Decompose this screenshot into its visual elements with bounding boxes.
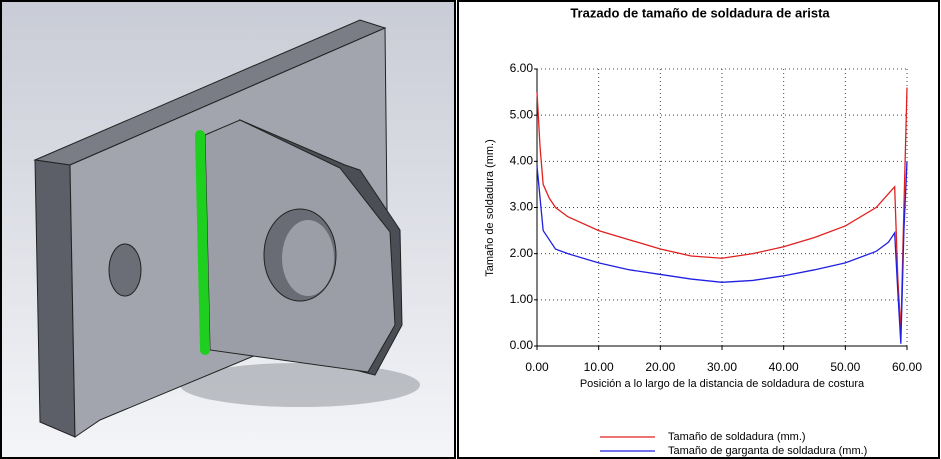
legend-label: Tamaño de garganta de soldadura (mm.)	[668, 445, 867, 457]
x-tick-label: 60.00	[892, 360, 922, 374]
y-axis-label: Tamaño de soldadura (mm.)	[484, 139, 496, 277]
y-tick-label: 5.00	[510, 107, 534, 121]
y-tick-label: 3.00	[510, 200, 534, 214]
x-tick-label: 30.00	[707, 360, 737, 374]
x-tick-label: 40.00	[769, 360, 799, 374]
x-tick-label: 0.00	[525, 360, 549, 374]
x-tick-label: 50.00	[830, 360, 860, 374]
chart-title: Trazado de tamaño de soldadura de arista	[570, 5, 830, 20]
y-tick-label: 0.00	[510, 338, 534, 352]
cad-viewport	[1, 1, 455, 458]
y-tick-label: 1.00	[510, 292, 534, 306]
y-tick-label: 6.00	[510, 61, 534, 75]
y-tick-label: 4.00	[510, 154, 534, 168]
x-axis-label: Posición a lo largo de la distancia de s…	[580, 378, 865, 390]
y-tick-label: 2.00	[510, 246, 534, 260]
x-tick-label: 20.00	[645, 360, 675, 374]
screenshot: Trazado de tamaño de soldadura de arista…	[0, 0, 941, 459]
legend-label: Tamaño de soldadura (mm.)	[668, 431, 806, 443]
x-tick-label: 10.00	[584, 360, 614, 374]
